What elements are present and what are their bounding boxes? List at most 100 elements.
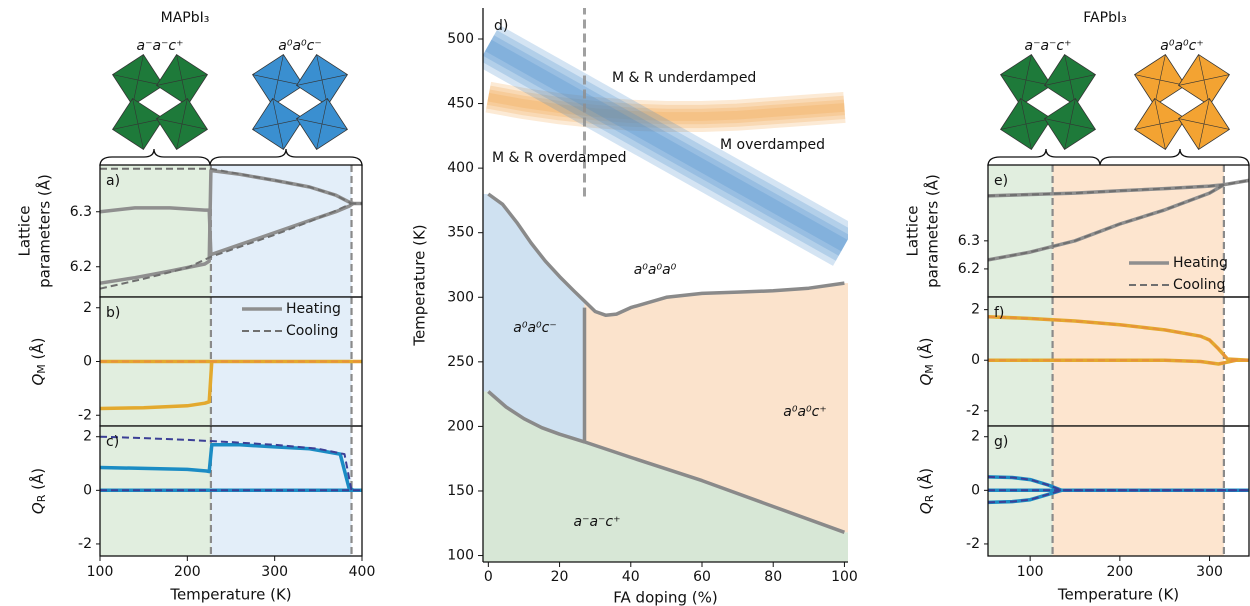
legend-label: Heating	[286, 301, 341, 317]
structure-label: a⁰a⁰c⁺	[1160, 38, 1203, 54]
y-tick-label: -2	[78, 407, 92, 423]
annotation: d)	[494, 18, 508, 34]
panel: 6.2 6.3 Latticeparameters (Å) e) Heating Cool…	[904, 165, 1250, 297]
annotation: a⁰a⁰c⁻	[513, 320, 556, 336]
y-tick-label: -2	[966, 536, 980, 552]
y-axis-label: QM (Å)	[916, 337, 937, 385]
x-tick-label: 300	[1196, 564, 1223, 580]
annotation: a⁰a⁰c⁺	[783, 404, 826, 420]
y-axis-label-part: (Å)	[28, 468, 47, 495]
y-axis-label-part: M	[923, 364, 936, 374]
column-title: FAPbI₃	[1083, 10, 1126, 26]
structure-icon	[247, 49, 353, 155]
x-tick-label: 100	[1017, 564, 1044, 580]
legend-label: Cooling	[1173, 277, 1225, 293]
y-tick-label: 2	[83, 300, 92, 316]
y-axis-label: parameters (Å)	[35, 174, 54, 288]
legend-label: Heating	[1173, 255, 1228, 271]
x-tick-label: 0	[484, 569, 493, 585]
y-tick-label: 150	[447, 483, 474, 499]
annotation: M & R overdamped	[492, 150, 627, 166]
x-axis-label: Temperature (K)	[169, 586, 291, 604]
panel-label: a)	[106, 173, 120, 189]
panel-label: b)	[106, 305, 120, 321]
y-axis-label: parameters (Å)	[923, 174, 942, 288]
y-tick-label: 0	[971, 482, 980, 498]
figure: 6.26.3Latticeparameters (Å)a)MAPbI₃a⁻a⁻c…	[0, 0, 1250, 606]
y-tick-label: 0	[83, 482, 92, 498]
brace	[1100, 149, 1249, 166]
y-axis-label-part: Q	[29, 502, 47, 514]
y-tick-label: 2	[971, 429, 980, 445]
y-tick-label: 250	[447, 354, 474, 370]
y-tick-label: 2	[83, 429, 92, 445]
brace	[210, 149, 362, 166]
y-axis-label: Lattice	[16, 206, 34, 257]
y-axis-label-part: Q	[917, 502, 935, 514]
annotation: a⁻a⁻c⁺	[573, 514, 620, 530]
y-tick-label: 0	[83, 354, 92, 370]
x-tick-label: 200	[1106, 564, 1133, 580]
y-tick-label: 100	[447, 548, 474, 564]
y-tick-label: 2	[971, 302, 980, 318]
panel-label: f)	[994, 305, 1004, 321]
y-tick-label: 0	[971, 352, 980, 368]
panel: -2 0 2 QM (Å) b) Heating Cooling	[28, 297, 363, 426]
y-tick-label: 500	[447, 31, 474, 47]
y-tick-label: 6.2	[958, 261, 980, 277]
panel-label: c)	[106, 434, 119, 450]
structure-label: a⁻a⁻c⁺	[136, 38, 183, 54]
y-tick-label: 400	[447, 160, 474, 176]
x-tick-label: 60	[693, 569, 711, 585]
y-axis-label: QM (Å)	[28, 337, 49, 385]
x-tick-label: 20	[551, 569, 569, 585]
y-axis-label: QR (Å)	[916, 468, 937, 514]
y-axis-label-part: M	[35, 364, 48, 374]
y-tick-label: 6.3	[70, 204, 92, 220]
x-tick-label: 100	[831, 569, 858, 585]
panel-label: e)	[994, 173, 1008, 189]
y-axis-label-part: Q	[29, 374, 47, 386]
structure-icon	[1129, 49, 1235, 155]
x-tick-label: 100	[87, 564, 114, 580]
y-axis-label-part: (Å)	[28, 337, 47, 364]
y-axis-label: Lattice	[904, 206, 922, 257]
x-axis-label: Temperature (K)	[1057, 586, 1179, 604]
x-tick-label: 40	[622, 569, 640, 585]
legend-label: Cooling	[286, 323, 338, 339]
annotation: M overdamped	[720, 137, 825, 153]
column-title: MAPbI₃	[161, 10, 210, 26]
y-tick-label: 200	[447, 418, 474, 434]
y-tick-label: -2	[78, 536, 92, 552]
y-tick-label: 350	[447, 225, 474, 241]
y-axis-label: Temperature (K)	[411, 224, 429, 346]
panel-label: g)	[994, 434, 1008, 450]
structure-icon	[995, 49, 1101, 155]
panel: -2 0 2 QM (Å) f)	[916, 297, 1250, 426]
brace	[988, 149, 1100, 166]
annotation: a⁰a⁰a⁰	[634, 262, 677, 278]
annotation: M & R underdamped	[612, 70, 756, 86]
x-axis-label: FA doping (%)	[613, 589, 717, 606]
y-axis-label-part: (Å)	[916, 337, 935, 364]
y-tick-label: -2	[966, 403, 980, 419]
y-tick-label: 6.2	[70, 259, 92, 275]
y-tick-label: 300	[447, 289, 474, 305]
y-axis-label: QR (Å)	[28, 468, 49, 514]
x-tick-label: 400	[349, 564, 376, 580]
page: 6.26.3Latticeparameters (Å)a)MAPbI₃a⁻a⁻c…	[0, 0, 1250, 606]
panel: -2 0 2 100 200 300 Temperature (K) QR (Å) g)	[916, 426, 1250, 604]
x-tick-label: 300	[261, 564, 288, 580]
structure-label: a⁰a⁰c⁻	[278, 38, 321, 54]
structure-icon	[107, 49, 213, 155]
y-tick-label: 450	[447, 96, 474, 112]
y-axis-label-part: (Å)	[916, 468, 935, 495]
y-axis-label-part: Q	[917, 374, 935, 386]
structure-label: a⁻a⁻c⁺	[1024, 38, 1071, 54]
x-tick-label: 200	[174, 564, 201, 580]
y-tick-label: 6.3	[958, 233, 980, 249]
panel: -2 0 2 100 200 300 400 Temperature (K) QR (Å) c)	[28, 426, 376, 604]
brace	[100, 149, 210, 166]
